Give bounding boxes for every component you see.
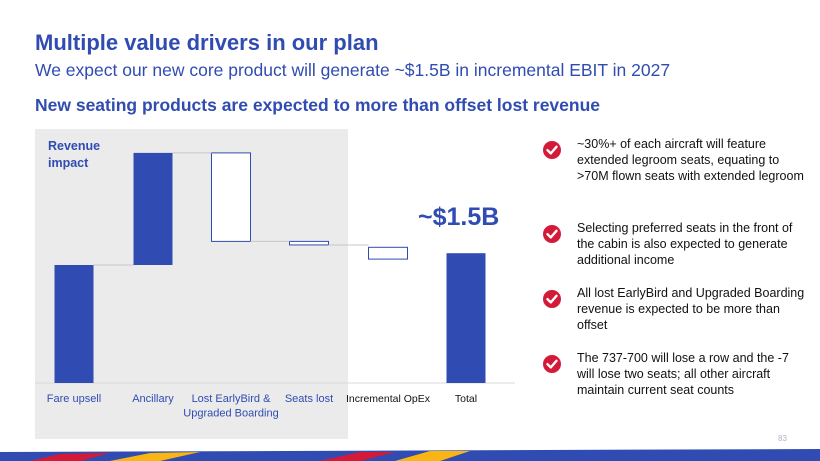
chart-y-label: Revenue impact	[48, 139, 101, 170]
x-tick-label: Seats lost	[285, 393, 333, 405]
footer-stripe-blue	[0, 449, 820, 461]
x-tick-label: Upgraded Boarding	[183, 408, 278, 420]
section-heading: New seating products are expected to mor…	[35, 95, 600, 115]
x-tick-label: Ancillary	[132, 393, 174, 405]
waterfall-bar	[54, 265, 94, 383]
footer-stripe-red	[30, 453, 110, 461]
bullet-text: The 737-700 will lose a row and the -7 w…	[577, 351, 789, 397]
bullet-text: ~30%+ of each aircraft will feature exte…	[577, 137, 804, 183]
page-number: 83	[778, 434, 787, 443]
slide-subtitle: We expect our new core product will gene…	[35, 60, 671, 80]
check-icon	[543, 290, 561, 308]
x-tick-label: Total	[455, 393, 477, 405]
footer-stripe	[0, 449, 820, 461]
footer-stripe-red	[320, 452, 395, 461]
check-icon	[543, 141, 561, 159]
waterfall-bar	[211, 152, 251, 242]
x-tick-label: Incremental OpEx	[346, 393, 431, 405]
x-tick-label: Fare upsell	[47, 393, 101, 405]
waterfall-bar	[289, 240, 329, 246]
slide-title: Multiple value drivers in our plan	[35, 30, 379, 55]
x-tick-label: Lost EarlyBird &	[192, 393, 272, 405]
check-icon	[543, 225, 561, 243]
waterfall-bar	[446, 253, 486, 383]
waterfall-bar	[368, 246, 408, 260]
total-callout: ~$1.5B	[418, 203, 500, 231]
check-icon	[543, 355, 561, 373]
bullet-text: All lost EarlyBird and Upgraded Boarding…	[577, 286, 805, 332]
waterfall-bar	[133, 152, 173, 265]
footer-stripe-yellow	[110, 452, 200, 461]
bullet-text: Selecting preferred seats in the front o…	[577, 221, 793, 267]
footer-stripe-yellow	[395, 451, 470, 461]
